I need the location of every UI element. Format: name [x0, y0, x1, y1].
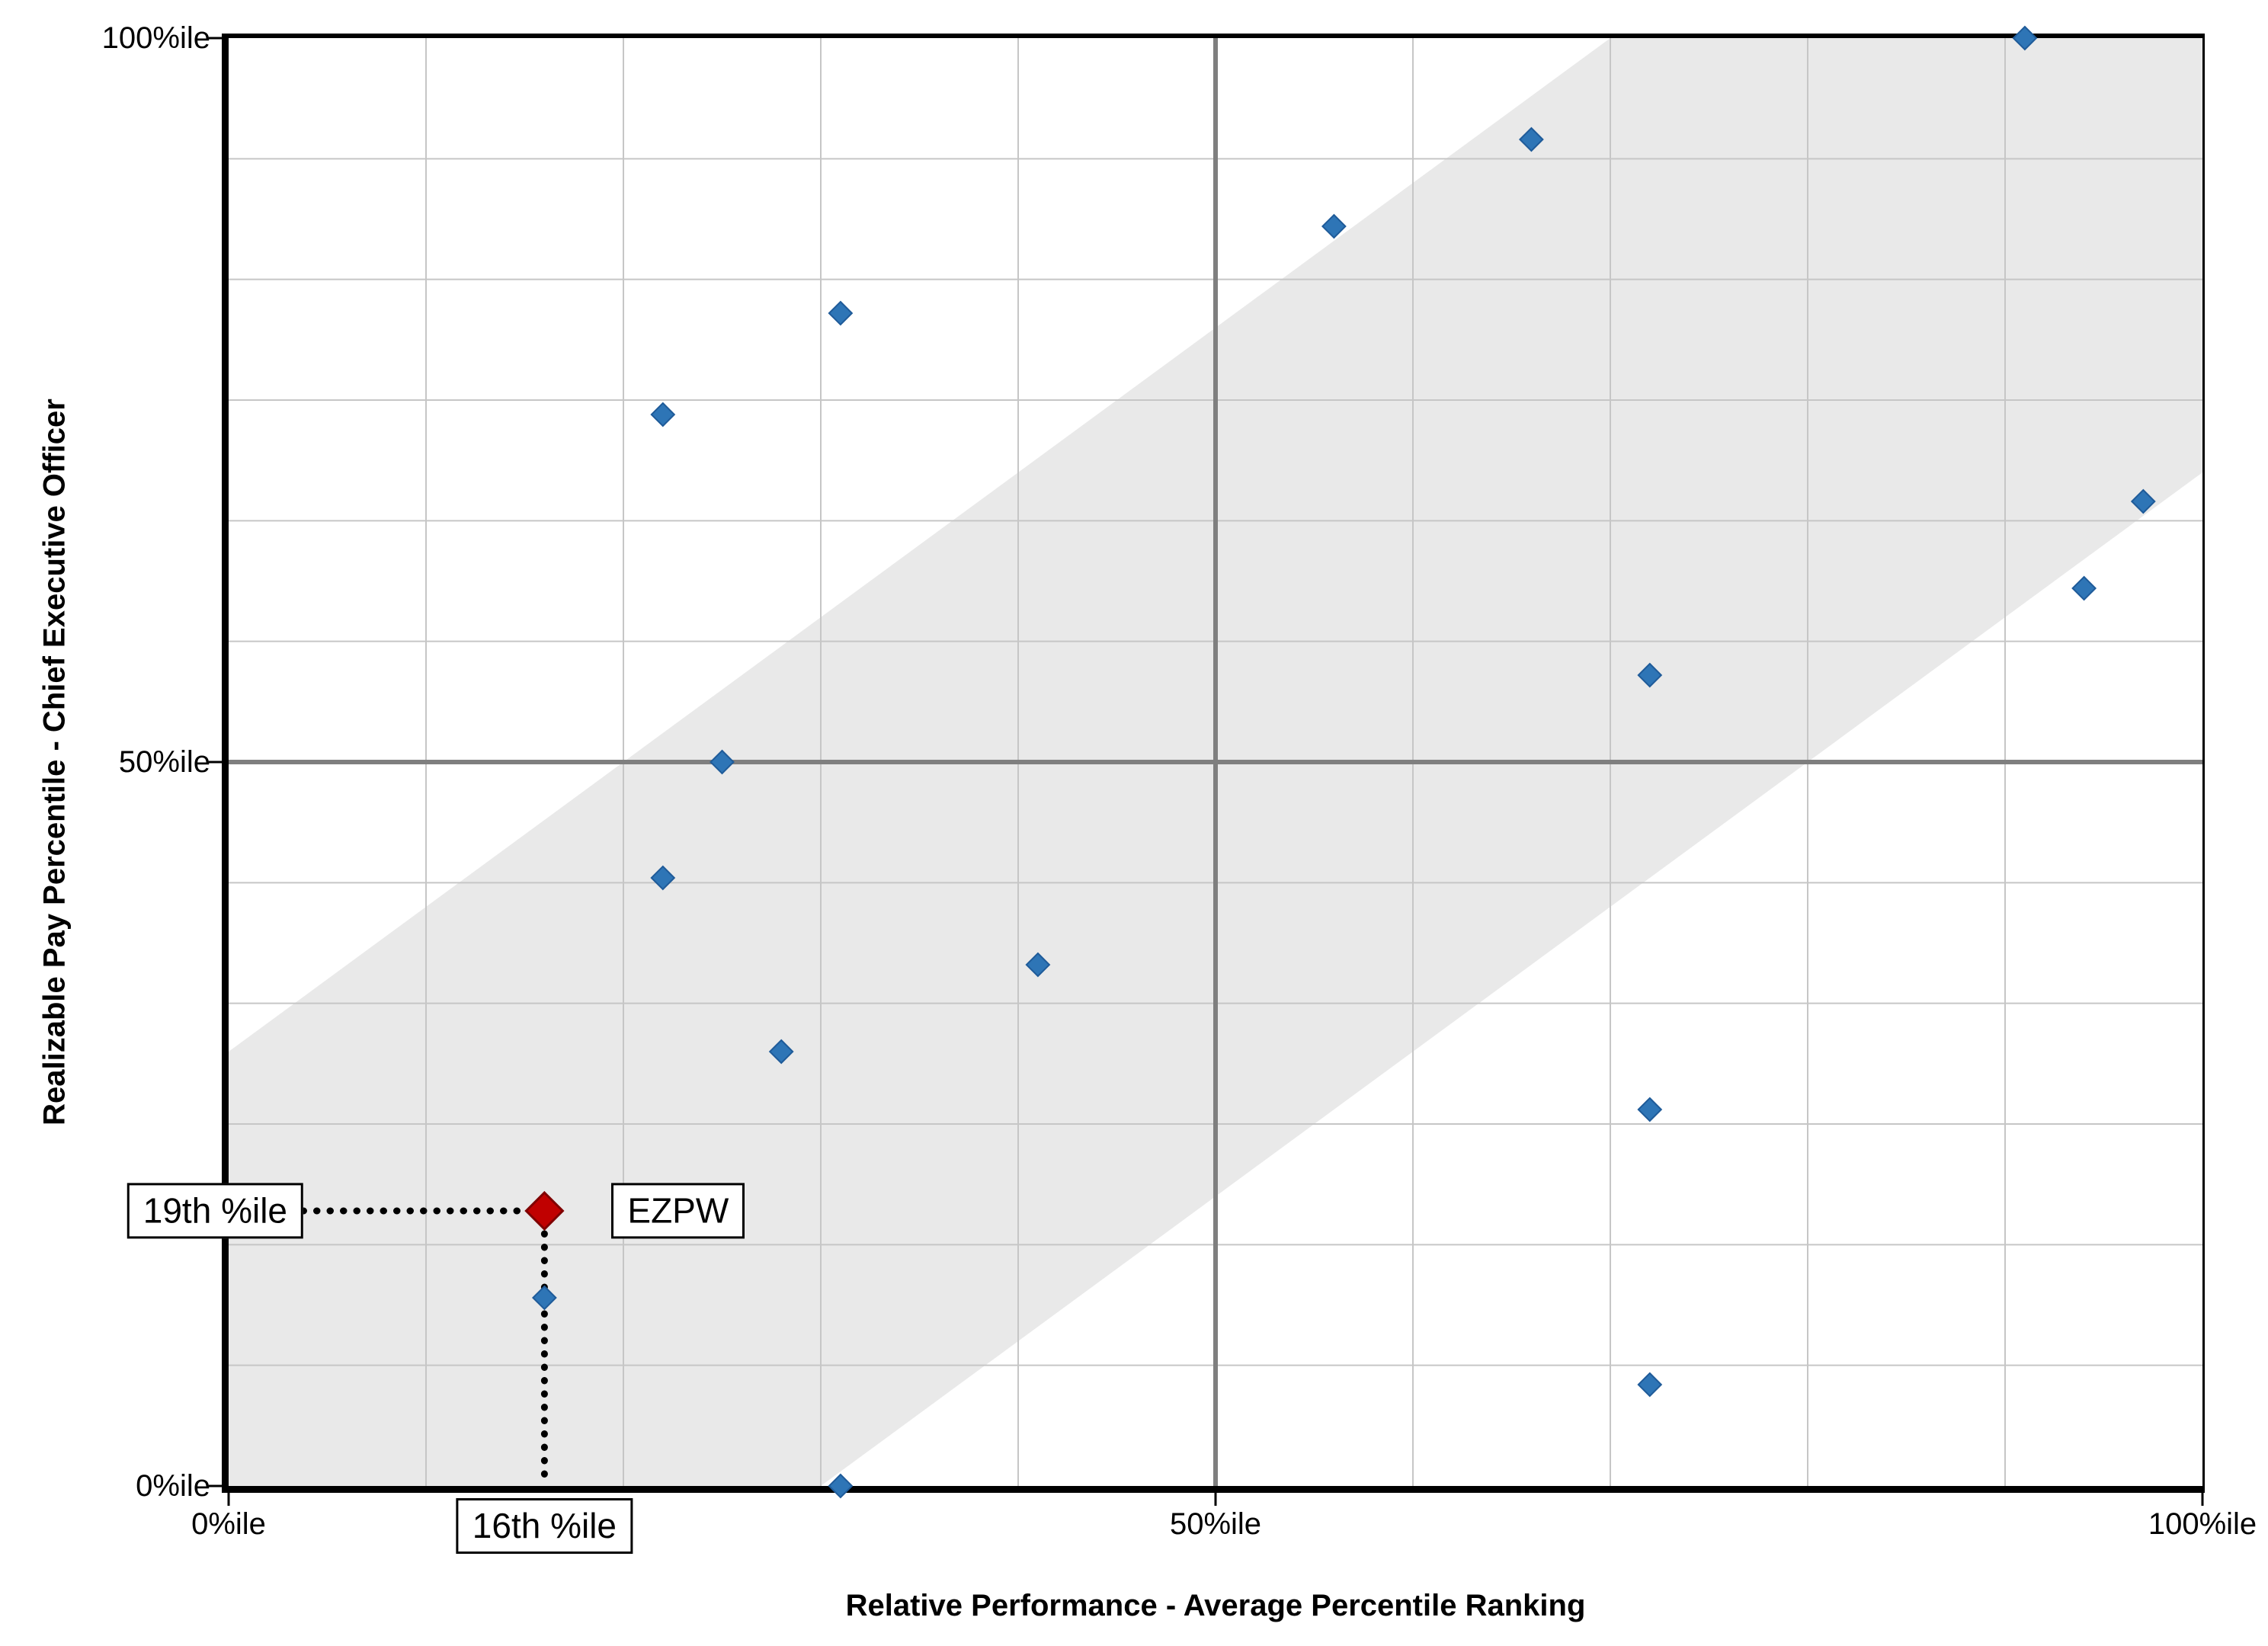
y-tick-label: 100%ile	[101, 21, 210, 55]
tick-marks	[209, 37, 2204, 1506]
annotation-pay-percentile: 19th %ile	[127, 1183, 303, 1239]
x-tick-label: 100%ile	[2148, 1507, 2257, 1541]
peer-point	[828, 1473, 854, 1499]
subject-point	[524, 1190, 565, 1231]
peer-point	[2071, 575, 2097, 601]
peer-point	[2130, 488, 2156, 514]
peer-point	[1637, 662, 1663, 688]
peer-point	[650, 402, 676, 428]
x-tick-label: 50%ile	[1169, 1507, 1262, 1541]
x-tick-label: 0%ile	[191, 1507, 266, 1541]
y-tick-label: 50%ile	[118, 745, 210, 779]
y-tick-label: 0%ile	[136, 1469, 210, 1503]
midpoint-lines	[229, 38, 2202, 1486]
peer-point	[531, 1285, 557, 1311]
peer-point	[768, 1039, 794, 1065]
plot-border	[222, 34, 2205, 1493]
annotation-subject-label: EZPW	[611, 1183, 745, 1239]
peer-point	[1518, 126, 1544, 152]
peer-points	[531, 25, 2156, 1499]
annotation-performance-percentile: 16th %ile	[456, 1498, 633, 1555]
callout-dotted-lines	[300, 1207, 548, 1488]
peer-point	[650, 865, 676, 891]
peer-point	[1637, 1372, 1663, 1398]
peer-point	[828, 300, 854, 326]
peer-point	[1637, 1097, 1663, 1122]
peer-point	[1025, 952, 1051, 978]
x-axis-title: Relative Performance - Average Percentil…	[845, 1589, 1586, 1622]
peer-point	[1321, 213, 1347, 239]
y-axis-title: Realizable Pay Percentile - Chief Execut…	[37, 399, 72, 1126]
peer-point	[2012, 25, 2038, 51]
peer-point	[710, 749, 735, 775]
